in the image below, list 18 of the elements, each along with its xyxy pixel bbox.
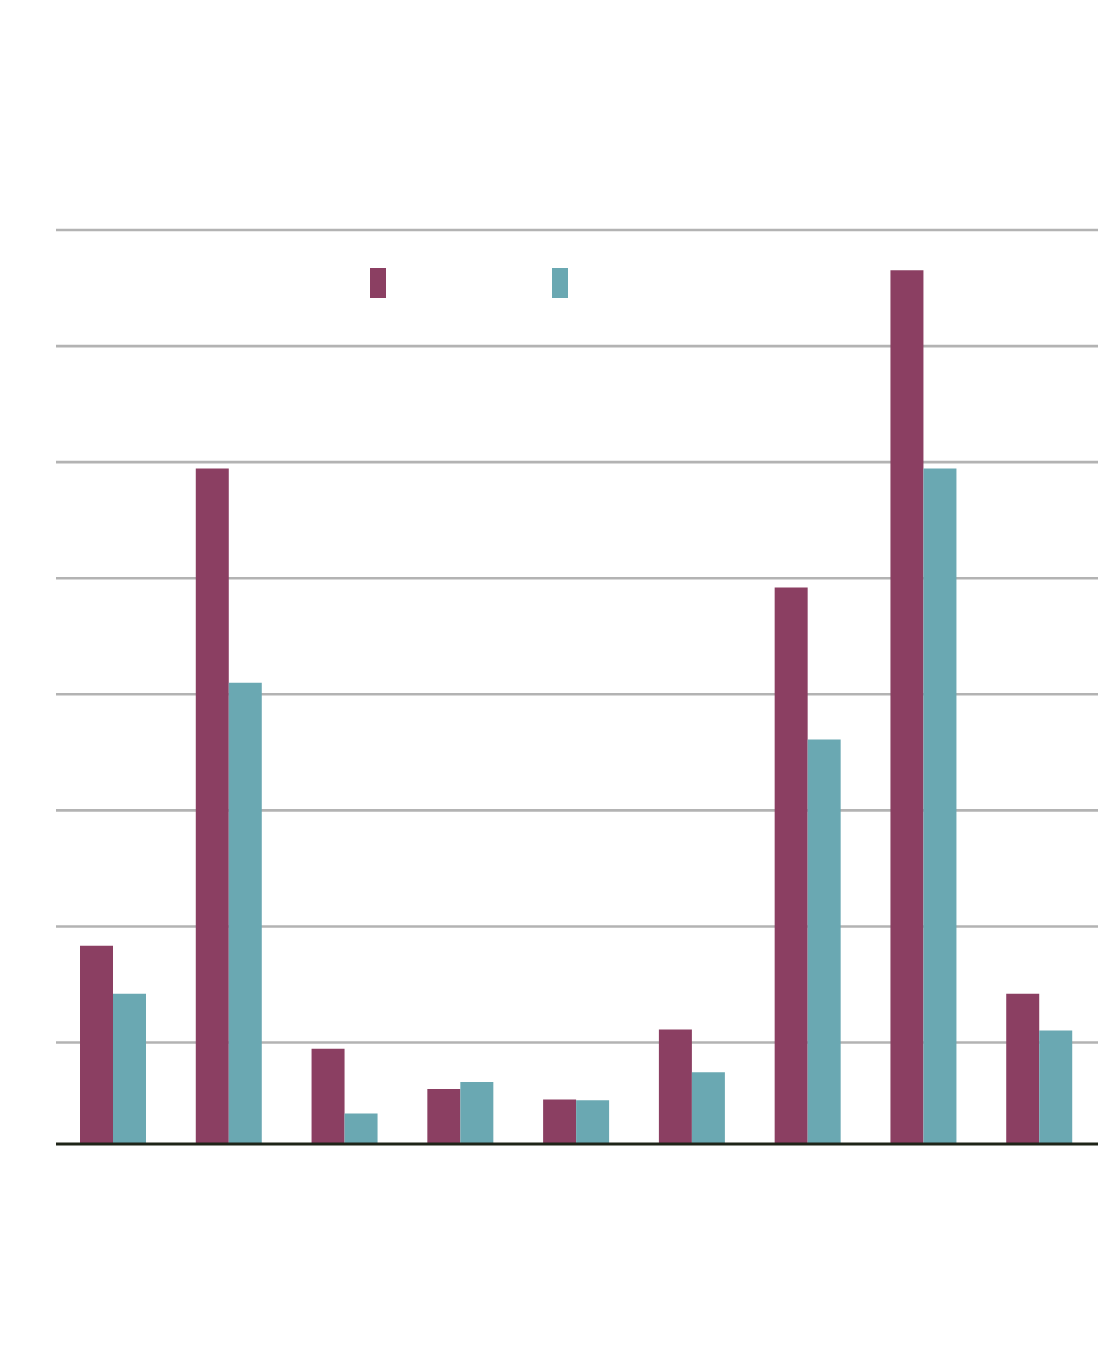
bar: [691, 1072, 725, 1144]
bar: [543, 1099, 577, 1144]
bar: [427, 1088, 461, 1144]
bar: [890, 270, 924, 1144]
bar: [1006, 993, 1040, 1144]
bar: [1039, 1030, 1073, 1144]
bar: [195, 468, 229, 1144]
bar: [658, 1029, 692, 1144]
bar: [576, 1100, 610, 1144]
bar: [228, 682, 262, 1144]
bar: [80, 945, 113, 1144]
bar: [923, 468, 957, 1144]
bar: [807, 739, 841, 1144]
bar: [460, 1081, 494, 1144]
bar: [344, 1113, 378, 1144]
bar: [311, 1048, 345, 1144]
bar: [774, 587, 808, 1144]
bar: [113, 993, 146, 1144]
